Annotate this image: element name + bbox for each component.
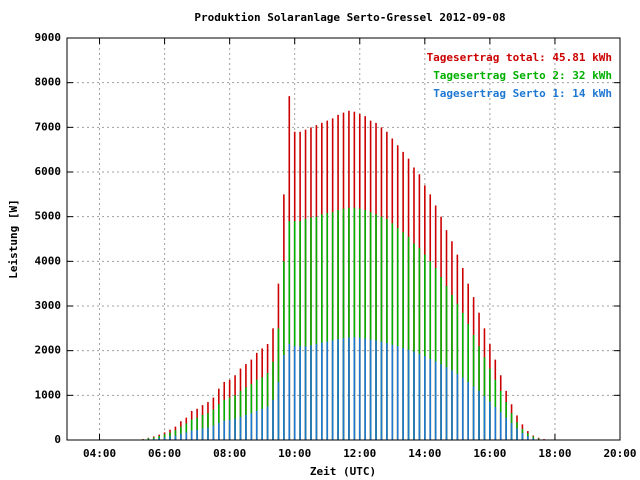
y-tick-label: 2000 xyxy=(35,344,62,357)
y-tick-label: 3000 xyxy=(35,299,62,312)
y-tick-label: 5000 xyxy=(35,210,62,223)
x-tick-label: 20:00 xyxy=(603,447,636,460)
y-tick-label: 6000 xyxy=(35,165,62,178)
y-tick-label: 4000 xyxy=(35,254,62,267)
x-tick-label: 18:00 xyxy=(538,447,571,460)
y-tick-label: 7000 xyxy=(35,120,62,133)
legend-entry: Tagesertrag Serto 1: 14 kWh xyxy=(433,87,612,100)
y-tick-label: 9000 xyxy=(35,31,62,44)
y-axis-label: Leistung [W] xyxy=(7,199,20,278)
y-tick-label: 0 xyxy=(54,433,61,446)
x-tick-label: 10:00 xyxy=(278,447,311,460)
plot-border xyxy=(66,37,621,441)
legend-entry: Tagesertrag Serto 2: 32 kWh xyxy=(433,69,612,82)
y-tick-label: 1000 xyxy=(35,388,62,401)
chart-title: Produktion Solaranlage Serto-Gressel 201… xyxy=(194,11,505,24)
x-tick-label: 14:00 xyxy=(408,447,441,460)
legend-entry: Tagesertrag total: 45.81 kWh xyxy=(427,51,612,64)
x-tick-label: 06:00 xyxy=(148,447,181,460)
y-tick-label: 8000 xyxy=(35,76,62,89)
x-tick-label: 16:00 xyxy=(473,447,506,460)
x-tick-label: 12:00 xyxy=(343,447,376,460)
x-tick-label: 04:00 xyxy=(83,447,116,460)
x-axis-label: Zeit (UTC) xyxy=(310,465,376,478)
x-tick-label: 08:00 xyxy=(213,447,246,460)
